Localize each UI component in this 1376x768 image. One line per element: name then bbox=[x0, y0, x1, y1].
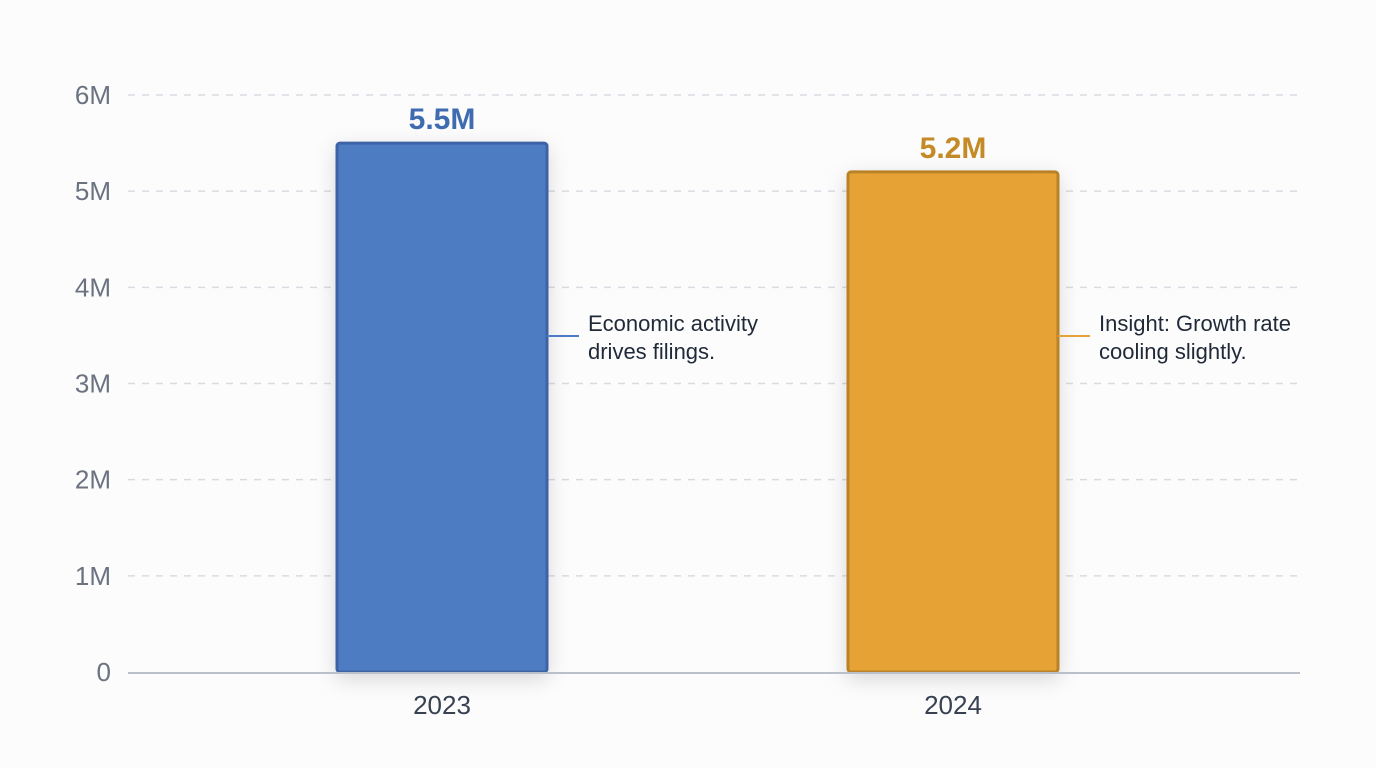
x-tick-label: 2023 bbox=[413, 690, 471, 720]
y-axis-ticks: 0 1M 2M 3M 4M 5M 6M bbox=[75, 80, 111, 687]
labels: 5.5M 2023 5.2M 2024 bbox=[409, 103, 987, 720]
bar-2024 bbox=[846, 170, 1060, 674]
annotation-text: Insight: Growth rate bbox=[1099, 311, 1291, 336]
y-tick-label: 1M bbox=[75, 561, 111, 591]
bars bbox=[335, 141, 1060, 674]
annotation-text: drives filings. bbox=[588, 339, 715, 364]
y-tick-label: 6M bbox=[75, 80, 111, 110]
x-tick-label: 2024 bbox=[924, 690, 982, 720]
value-label: 5.2M bbox=[920, 132, 987, 165]
bar-2023 bbox=[335, 141, 549, 674]
y-tick-label: 2M bbox=[75, 465, 111, 495]
y-tick-label: 3M bbox=[75, 369, 111, 399]
y-tick-label: 4M bbox=[75, 272, 111, 302]
annotation-text: cooling slightly. bbox=[1099, 339, 1247, 364]
value-label: 5.5M bbox=[409, 103, 476, 136]
y-tick-label: 5M bbox=[75, 176, 111, 206]
annotations: Economic activity drives filings. Insight:… bbox=[547, 311, 1291, 364]
y-tick-label: 0 bbox=[97, 657, 111, 687]
annotation-text: Economic activity bbox=[588, 311, 758, 336]
